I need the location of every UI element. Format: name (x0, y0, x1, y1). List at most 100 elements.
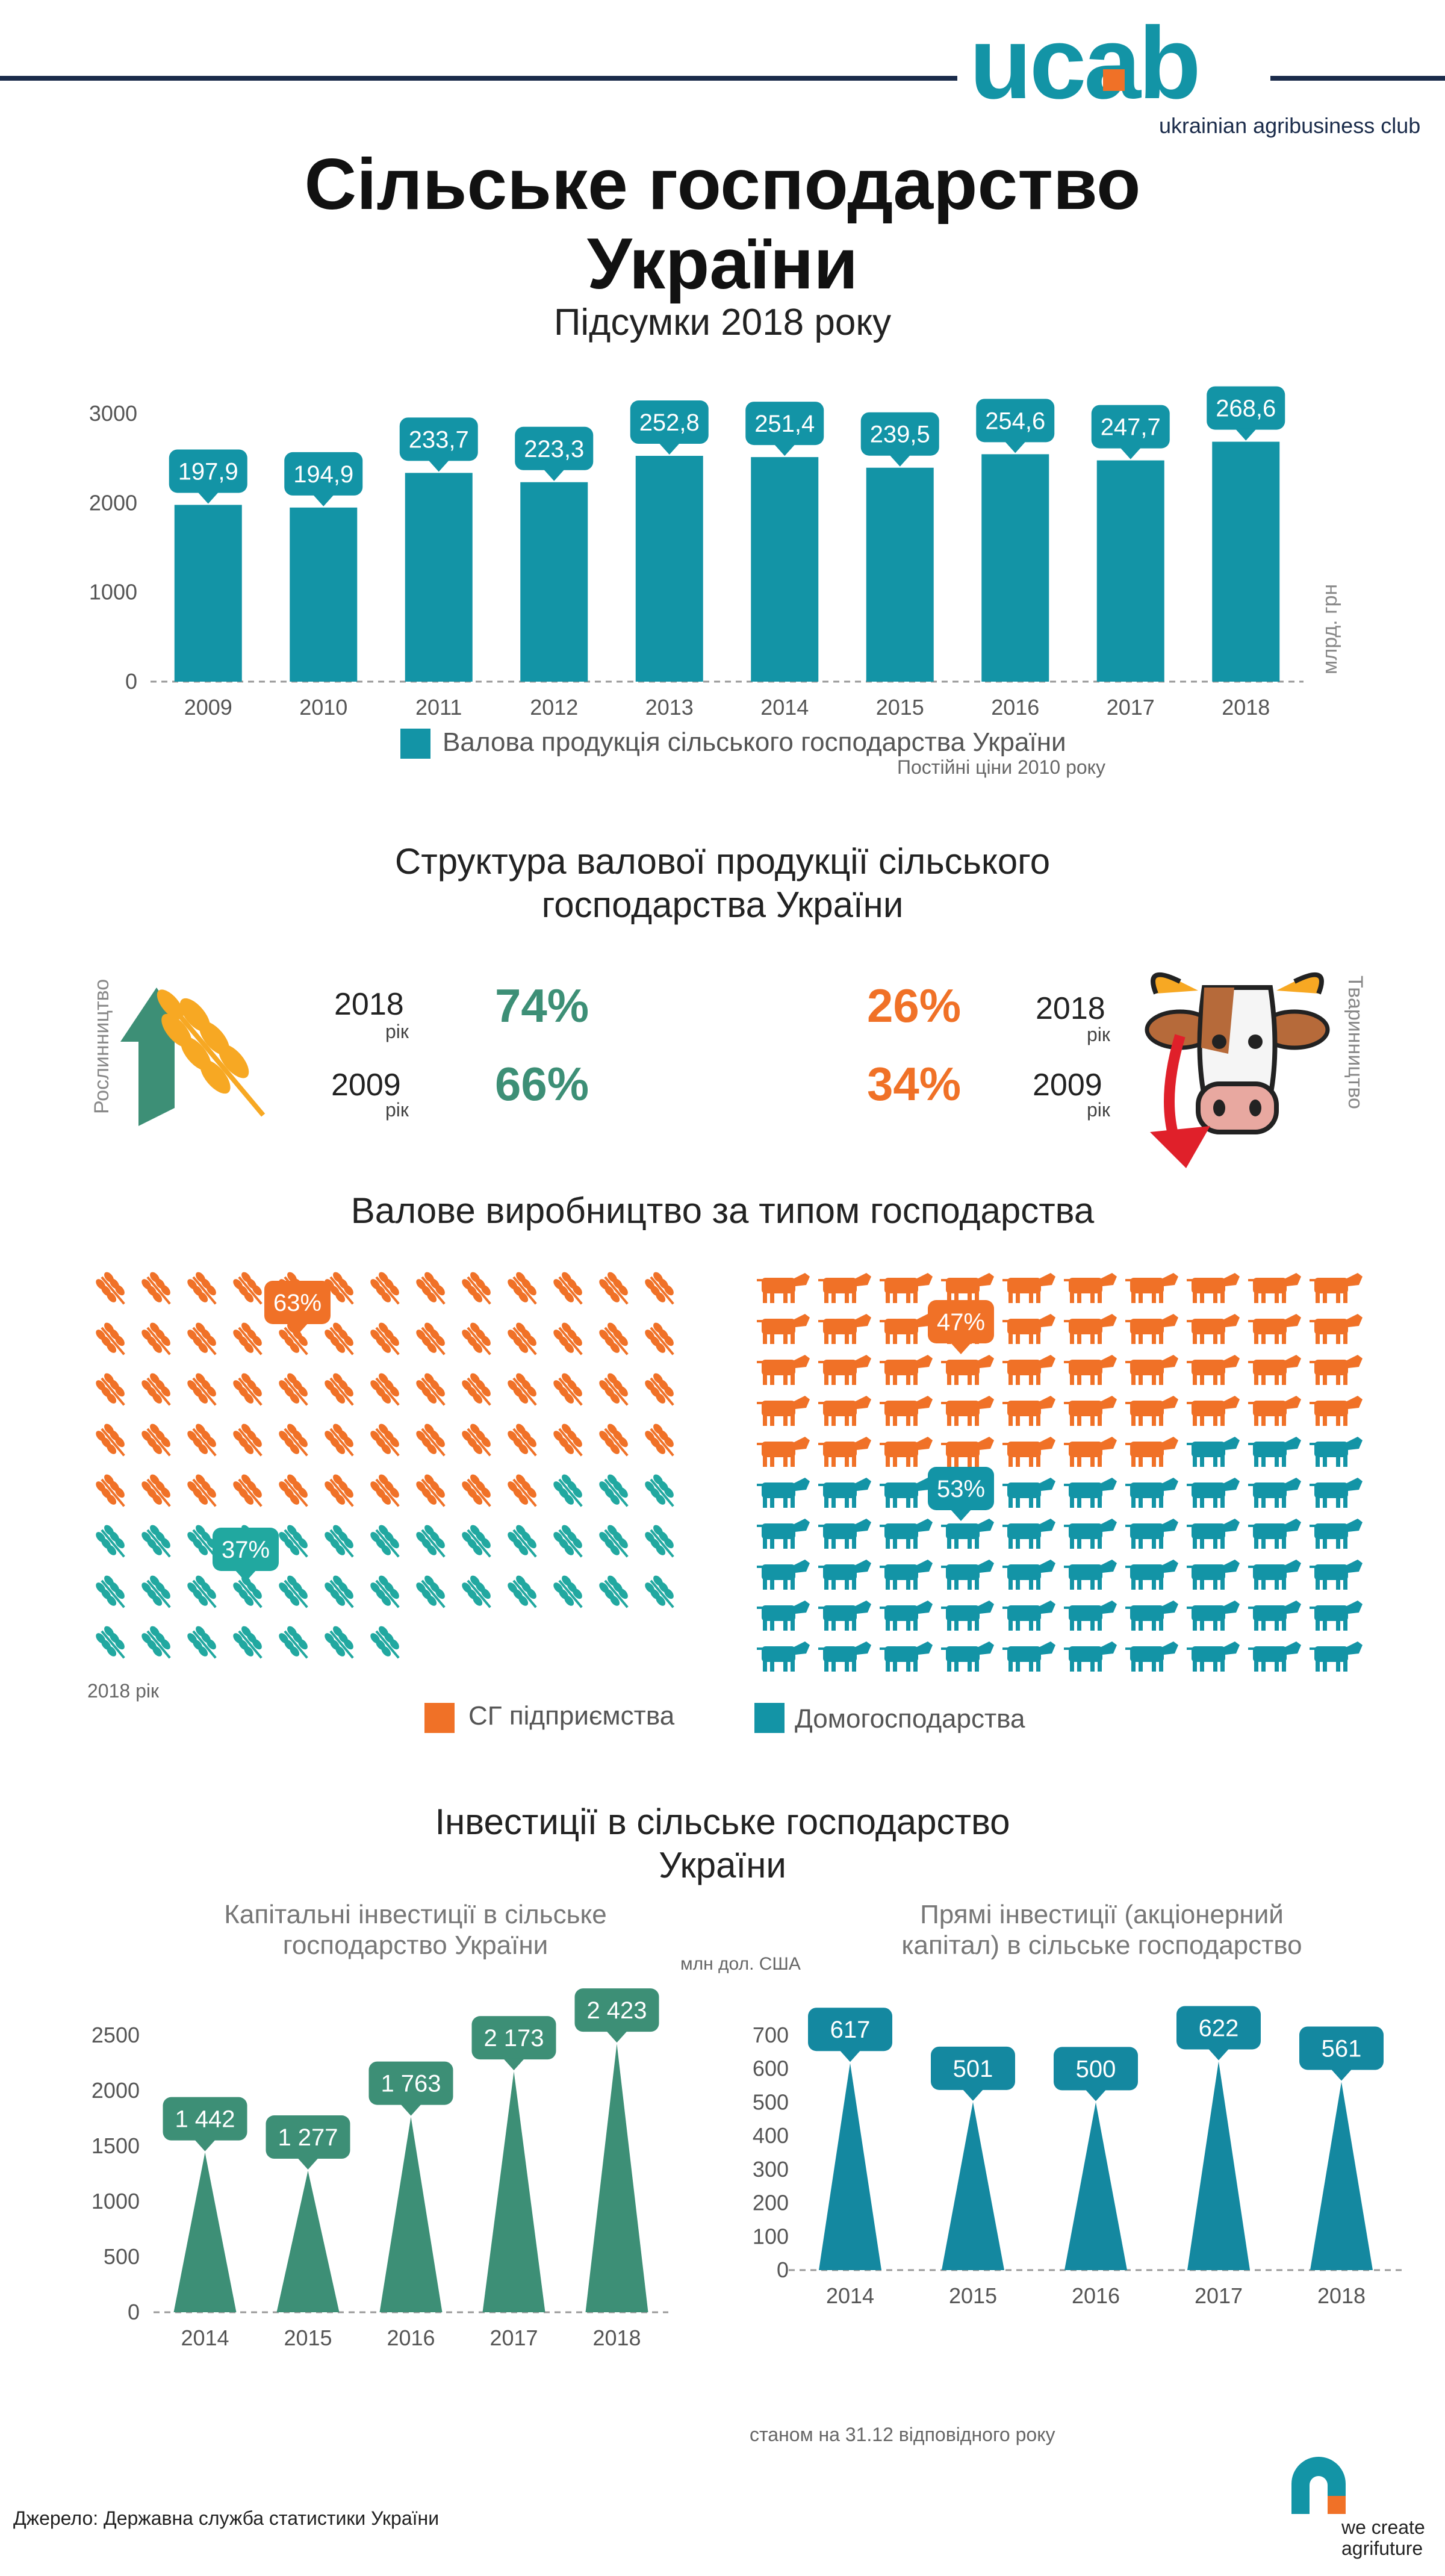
data-label: 197,9 (169, 449, 247, 504)
wheat-icon (370, 1322, 400, 1355)
wheat-icon (462, 1423, 491, 1457)
cow-icon (1248, 1519, 1301, 1549)
data-label: 2 423 (574, 1988, 659, 2043)
data-label: 622 (1176, 2006, 1261, 2061)
bar (1310, 2082, 1373, 2270)
wheat-icon (416, 1525, 446, 1558)
investment-heading: Інвестиції в сільське господарство Украї… (0, 1800, 1445, 1887)
source-note: Джерело: Державна служба статистики Укра… (13, 2507, 440, 2529)
svg-text:617: 617 (830, 2017, 871, 2043)
wheat-icon (370, 1626, 400, 1659)
bar (635, 456, 703, 682)
structure-heading-line2: господарства України (541, 885, 904, 925)
wheat-icon (325, 1575, 354, 1608)
wheat-icon (187, 1575, 217, 1608)
cow-icon (1002, 1519, 1055, 1549)
cow-icon (757, 1641, 810, 1672)
cow-icon (1187, 1601, 1240, 1631)
wheat-icon (325, 1272, 354, 1305)
cow-icon (1310, 1478, 1363, 1508)
fdi-title: Прямі інвестиції (акціонерний капітал) в… (831, 1900, 1373, 1961)
gross-output-chart: 0 1000 2000 3000 2009 197,9 2010 194,9 2011 233,7… (89, 386, 1304, 720)
wheat-icon (553, 1373, 583, 1406)
y-tick-label: 0 (125, 669, 137, 694)
structure-heading: Структура валової продукції сільського г… (0, 840, 1445, 927)
svg-text:1 763: 1 763 (381, 2071, 441, 2097)
cow-icon (757, 1314, 810, 1344)
capital-invest-title-line2: господарство України (282, 1930, 548, 1960)
cow-icon (880, 1437, 933, 1467)
wheat-icon (645, 1575, 674, 1608)
svg-text:233,7: 233,7 (409, 426, 469, 453)
wheat-icon (416, 1373, 446, 1406)
wheat-icon (96, 1322, 125, 1355)
data-label: 617 (808, 2008, 892, 2062)
cow-icon (1248, 1478, 1301, 1508)
wheat-icon (279, 1575, 308, 1608)
investment-unit: млн дол. США (680, 1954, 801, 1974)
cow-icon (1248, 1641, 1301, 1672)
cow-icon (1002, 1560, 1055, 1590)
wheat-icon (141, 1575, 171, 1608)
cow-icon (1248, 1437, 1301, 1467)
wheat-icon (279, 1525, 308, 1558)
animal-year-2018: 2018 (1036, 991, 1105, 1026)
investment-heading-line2: України (659, 1845, 786, 1885)
x-tick-label: 2018 (592, 2326, 641, 2350)
x-tick-label: 2015 (284, 2326, 332, 2350)
data-label: 223,3 (515, 426, 594, 481)
cow-icon (1125, 1396, 1178, 1426)
wheat-icon (462, 1474, 491, 1507)
cow-icon (1248, 1314, 1301, 1344)
legend-household-swatch (754, 1703, 785, 1733)
svg-text:53%: 53% (937, 1476, 985, 1502)
wheat-icon (416, 1474, 446, 1507)
cow-icon (757, 1396, 810, 1426)
x-tick-label: 2014 (826, 2283, 874, 2308)
cow-icon (757, 1355, 810, 1385)
wheat-icon (141, 1322, 171, 1355)
svg-text:223,3: 223,3 (524, 436, 584, 462)
x-tick-label: 2012 (530, 695, 578, 720)
wheat-icon (599, 1322, 629, 1355)
page-title-line2: України (586, 223, 859, 304)
cow-icon (1310, 1273, 1363, 1303)
crop-enterprise-callout: 63% (264, 1281, 331, 1335)
wheat-icon (279, 1423, 308, 1457)
cow-icon (1310, 1437, 1363, 1467)
wheat-icon (462, 1373, 491, 1406)
cow-icon (757, 1519, 810, 1549)
cow-icon (818, 1560, 871, 1590)
bar (290, 507, 358, 682)
cow-icon (1125, 1560, 1178, 1590)
y-tick-label: 2000 (89, 490, 137, 515)
y-tick-label: 1000 (89, 580, 137, 605)
cow-icon (1002, 1601, 1055, 1631)
wheat-icon (96, 1525, 125, 1558)
animal-year-2009: 2009 (1033, 1068, 1102, 1103)
legend-household-label: Домогосподарства (795, 1704, 1025, 1734)
animal-enterprise-callout: 47% (928, 1300, 994, 1354)
wheat-icon (187, 1474, 217, 1507)
svg-text:37%: 37% (222, 1537, 270, 1563)
svg-text:622: 622 (1199, 2015, 1239, 2041)
cow-icon (941, 1355, 994, 1385)
bar (520, 482, 588, 682)
cow-icon (1187, 1560, 1240, 1590)
farmtype-year-note: 2018 рік (87, 1680, 159, 1702)
wheat-icon (599, 1373, 629, 1406)
svg-text:252,8: 252,8 (639, 409, 700, 436)
x-tick-label: 2016 (1072, 2283, 1120, 2308)
y-tick-label: 500 (104, 2244, 140, 2269)
wheat-icon (416, 1272, 446, 1305)
bar (1064, 2102, 1127, 2270)
capital-invest-title: Капітальні інвестиції в сільське господа… (138, 1900, 692, 1961)
wheat-icon (599, 1575, 629, 1608)
cow-icon (880, 1601, 933, 1631)
capital-invest-chart: 0 500 1000 1500 2000 2500 2014 1 442 2015 1 277 20… (92, 1988, 668, 2350)
wheat-icon (645, 1525, 674, 1558)
wheat-icon (508, 1525, 537, 1558)
structure-heading-line1: Структура валової продукції сільського (394, 841, 1051, 882)
y-tick-label: 200 (753, 2191, 789, 2215)
cow-icon (1064, 1355, 1117, 1385)
